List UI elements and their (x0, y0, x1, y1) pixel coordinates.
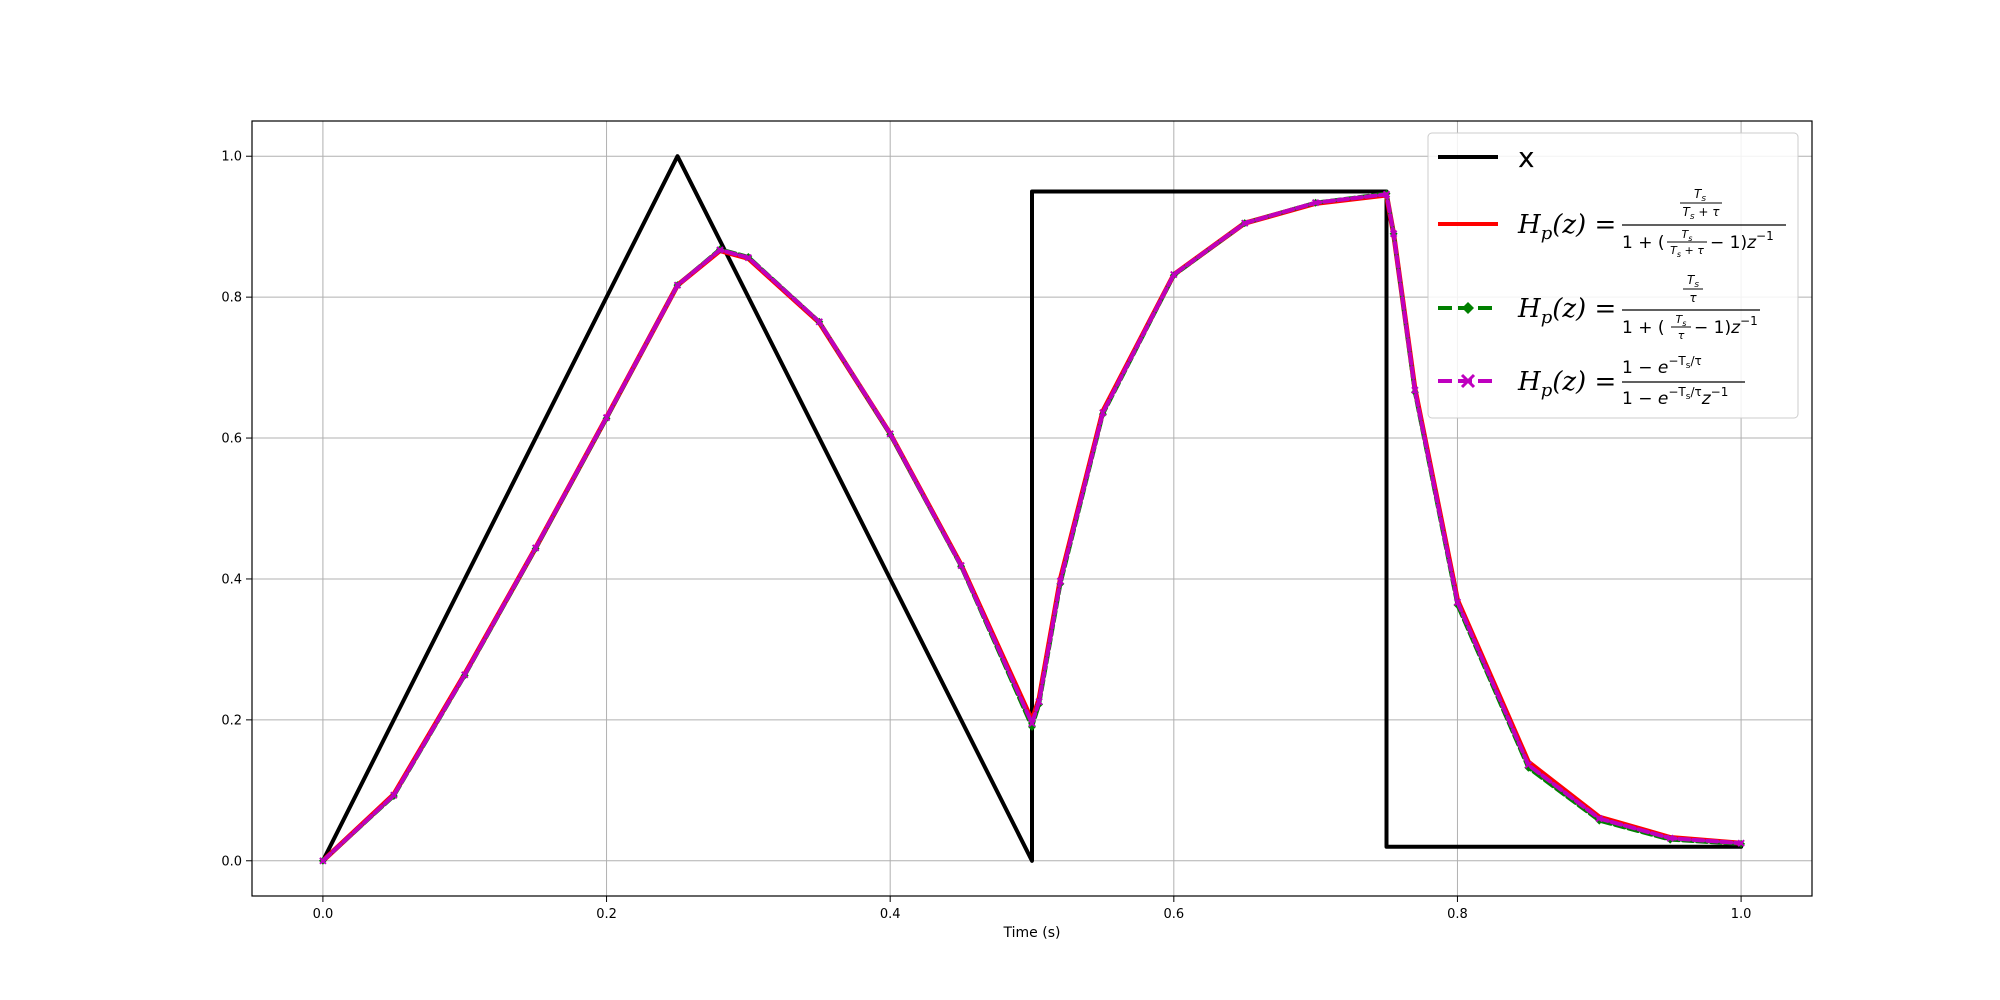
series-point (1382, 190, 1391, 198)
x-axis-label: Time (s) (1003, 925, 1061, 941)
series-point (957, 561, 965, 570)
svg-text:Ts + τ: Ts + τ (1670, 244, 1704, 259)
series-point (716, 246, 724, 254)
series-point (1056, 577, 1065, 585)
svg-text:1 + (: 1 + ( (1622, 233, 1665, 253)
svg-text:Hp(z) =: Hp(z) = (1517, 210, 1616, 244)
series-point (1035, 697, 1043, 706)
svg-text:Ts: Ts (1682, 228, 1693, 243)
x-tick-label: 1.0 (1731, 907, 1752, 922)
svg-text:1 + (: 1 + ( (1622, 318, 1665, 338)
y-tick-label: 0.2 (221, 713, 242, 728)
series-point (1389, 230, 1398, 238)
x-tick-label: 0.0 (313, 907, 334, 922)
series-point (1524, 761, 1533, 769)
x-tick-label: 0.6 (1163, 907, 1184, 922)
plot-frame (251, 120, 1813, 897)
legend-marker-hp-2 (1462, 302, 1474, 314)
y-tick-label: 0.6 (221, 432, 242, 447)
svg-text:τ: τ (1689, 291, 1697, 305)
svg-text:Hp(z) =: Hp(z) = (1517, 294, 1616, 328)
svg-text:τ: τ (1678, 329, 1685, 342)
svg-text:Ts: Ts (1676, 313, 1687, 328)
svg-text:1 − e−Ts/τz−1: 1 − e−Ts/τz−1 (1622, 385, 1728, 409)
series-point (390, 791, 398, 799)
series-point (1411, 386, 1419, 394)
legend: x Hp(z) = Ts Ts + τ 1 + ( Ts Ts + τ − 1)… (1427, 132, 1799, 419)
y-tick-label: 0.8 (221, 291, 242, 306)
series-point (1028, 719, 1036, 728)
series-point (886, 430, 894, 438)
axis-ticks: 0.0 0.2 0.4 0.6 0.8 1.0 0.0 0.2 0.4 0.6 0.8 1.0 (221, 150, 1751, 922)
series-line-3 (320, 192, 1744, 863)
y-tick-label: 1.0 (221, 150, 242, 165)
series-point (461, 671, 469, 679)
series-point (1453, 598, 1462, 606)
y-tick-label: 0.4 (221, 572, 242, 587)
series-point (1595, 814, 1603, 823)
series-point (602, 413, 611, 422)
legend-label-hp-2: Hp(z) = Ts τ 1 + ( Ts τ − 1)z−1 (1517, 273, 1760, 342)
legend-marker-hp-3 (1460, 373, 1476, 389)
series-point (1099, 408, 1107, 417)
series-point (1311, 199, 1320, 207)
series-point (744, 253, 753, 262)
legend-box (1427, 132, 1799, 419)
svg-text:Hp(z) =: Hp(z) = (1517, 367, 1616, 401)
series-point (1666, 834, 1674, 842)
series-point (815, 318, 823, 326)
series-point (1170, 270, 1178, 279)
series-point (1737, 839, 1745, 847)
series-line-0 (320, 154, 1744, 863)
legend-label-x: x (1518, 141, 1535, 174)
x-tick-label: 0.4 (880, 907, 901, 922)
y-tick-label: 0.0 (221, 854, 242, 869)
series-point (319, 857, 327, 865)
series-point (673, 281, 682, 289)
series-point (1241, 219, 1249, 227)
x-tick-label: 0.8 (1447, 907, 1468, 922)
plot-series (318, 154, 1746, 865)
x-tick-label: 0.2 (596, 907, 617, 922)
series-point (531, 544, 540, 552)
